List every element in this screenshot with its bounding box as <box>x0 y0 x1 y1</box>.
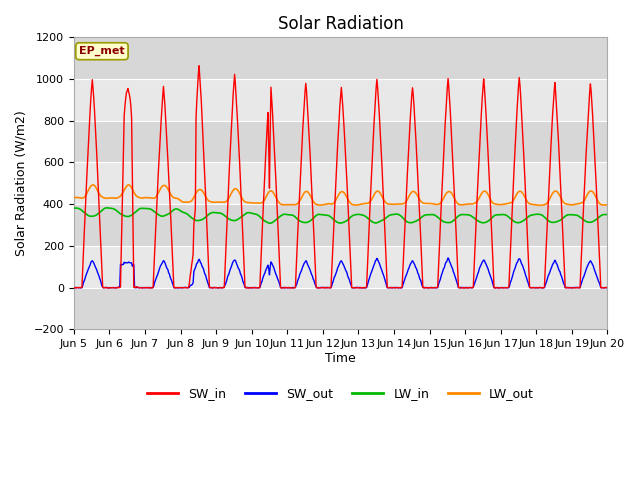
SW_in <box>422 285 429 290</box>
LW_in <box>135 206 143 212</box>
Bar <box>74 204 607 246</box>
Title: Solar Radiation: Solar Radiation <box>278 15 404 33</box>
Bar <box>74 288 607 329</box>
LW_out <box>135 194 143 200</box>
LW_in <box>603 212 611 217</box>
LW_in <box>189 216 197 222</box>
LW_in <box>70 205 77 211</box>
Text: EP_met: EP_met <box>79 46 125 56</box>
LW_out <box>406 192 413 198</box>
SW_in <box>603 285 611 290</box>
SW_in <box>134 285 142 290</box>
LW_in <box>79 209 87 215</box>
Bar <box>74 79 607 121</box>
Line: LW_in: LW_in <box>74 208 607 223</box>
Bar <box>74 37 607 79</box>
LW_in <box>422 212 429 218</box>
LW_out <box>536 203 544 208</box>
SW_out <box>70 285 77 290</box>
LW_out <box>189 196 197 202</box>
LW_out <box>89 182 97 188</box>
Bar <box>74 163 607 204</box>
SW_in <box>218 285 225 290</box>
SW_out <box>134 285 142 290</box>
LW_out <box>218 199 225 205</box>
LW_in <box>266 220 274 226</box>
SW_out <box>420 285 428 291</box>
LW_out <box>70 195 77 201</box>
LW_in <box>406 220 414 226</box>
SW_out <box>444 255 452 261</box>
LW_in <box>218 211 225 216</box>
LW_out <box>603 202 611 208</box>
SW_out <box>79 280 87 286</box>
X-axis label: Time: Time <box>325 352 356 365</box>
Line: LW_out: LW_out <box>74 185 607 205</box>
Bar <box>74 246 607 288</box>
Line: SW_out: SW_out <box>74 258 607 288</box>
SW_out <box>405 265 413 271</box>
SW_in <box>195 63 203 69</box>
LW_out <box>79 195 87 201</box>
SW_in <box>189 257 196 263</box>
LW_out <box>421 201 429 206</box>
SW_in <box>406 116 414 121</box>
SW_in <box>70 285 77 290</box>
SW_in <box>321 285 329 291</box>
SW_out <box>603 285 611 290</box>
SW_out <box>217 285 225 290</box>
SW_out <box>189 281 196 287</box>
Line: SW_in: SW_in <box>74 66 607 288</box>
Legend: SW_in, SW_out, LW_in, LW_out: SW_in, SW_out, LW_in, LW_out <box>142 382 539 405</box>
SW_in <box>79 249 87 255</box>
Y-axis label: Solar Radiation (W/m2): Solar Radiation (W/m2) <box>15 110 28 256</box>
Bar <box>74 121 607 163</box>
LW_in <box>103 205 111 211</box>
SW_out <box>421 285 429 290</box>
